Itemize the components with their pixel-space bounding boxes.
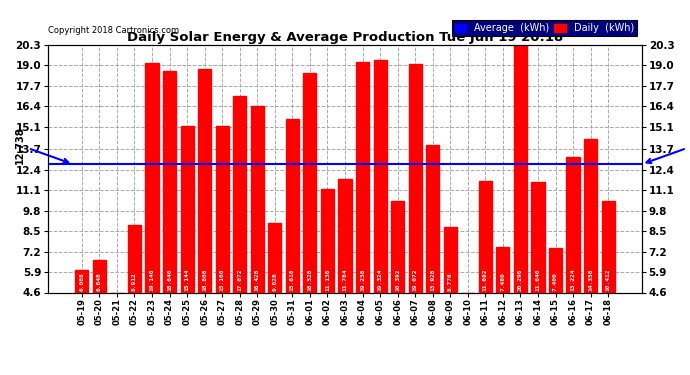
Bar	[426, 146, 440, 292]
Text: 15.160: 15.160	[219, 269, 225, 291]
Bar	[549, 248, 562, 292]
Bar	[444, 226, 457, 292]
Bar	[584, 139, 597, 292]
Bar	[304, 73, 317, 292]
Text: 7.400: 7.400	[553, 273, 558, 291]
Bar	[321, 189, 334, 292]
Text: 19.236: 19.236	[360, 269, 365, 291]
Text: 11.692: 11.692	[483, 269, 488, 291]
Bar	[233, 96, 246, 292]
Text: 12.738: 12.738	[647, 127, 690, 164]
Bar	[338, 179, 352, 292]
Text: 13.224: 13.224	[571, 269, 575, 291]
Text: 20.296: 20.296	[518, 269, 523, 291]
Text: 14.356: 14.356	[588, 269, 593, 291]
Text: 10.412: 10.412	[606, 269, 611, 291]
Text: 11.136: 11.136	[325, 269, 330, 291]
Bar	[496, 247, 509, 292]
Bar	[128, 225, 141, 292]
Text: 6.648: 6.648	[97, 273, 102, 291]
Text: 18.640: 18.640	[167, 269, 172, 291]
Text: 16.428: 16.428	[255, 269, 259, 291]
Bar	[146, 63, 159, 292]
Bar	[286, 119, 299, 292]
Text: 18.808: 18.808	[202, 269, 207, 291]
Text: 10.392: 10.392	[395, 269, 400, 291]
Text: 19.324: 19.324	[377, 269, 382, 291]
Text: 12.738: 12.738	[15, 127, 68, 164]
Bar	[408, 64, 422, 292]
Bar	[198, 69, 211, 292]
Bar	[163, 71, 176, 292]
Text: Copyright 2018 Cartronics.com: Copyright 2018 Cartronics.com	[48, 26, 179, 35]
Text: 13.928: 13.928	[431, 269, 435, 291]
Bar	[531, 182, 544, 292]
Text: 8.912: 8.912	[132, 273, 137, 291]
Text: 7.480: 7.480	[500, 273, 505, 291]
Text: 15.616: 15.616	[290, 269, 295, 291]
Bar	[75, 270, 88, 292]
Text: 11.784: 11.784	[342, 269, 348, 291]
Text: 17.072: 17.072	[237, 269, 242, 291]
Text: 6.008: 6.008	[79, 273, 84, 291]
Legend: Average  (kWh), Daily  (kWh): Average (kWh), Daily (kWh)	[452, 20, 637, 36]
Bar	[250, 106, 264, 292]
Bar	[215, 126, 229, 292]
Bar	[479, 181, 492, 292]
Text: 18.528: 18.528	[308, 269, 313, 291]
Bar	[602, 201, 615, 292]
Text: 15.144: 15.144	[185, 269, 190, 291]
Bar	[514, 45, 527, 292]
Title: Daily Solar Energy & Average Production Tue Jun 19 20:18: Daily Solar Energy & Average Production …	[127, 31, 563, 44]
Bar	[356, 62, 369, 292]
Bar	[268, 223, 282, 292]
Text: 8.776: 8.776	[448, 273, 453, 291]
Bar	[181, 126, 194, 292]
Text: 19.072: 19.072	[413, 269, 417, 291]
Text: 19.140: 19.140	[150, 269, 155, 291]
Bar	[93, 260, 106, 292]
Text: 9.028: 9.028	[273, 273, 277, 291]
Bar	[566, 156, 580, 292]
Bar	[373, 60, 386, 292]
Bar	[391, 201, 404, 292]
Text: 11.640: 11.640	[535, 269, 540, 291]
